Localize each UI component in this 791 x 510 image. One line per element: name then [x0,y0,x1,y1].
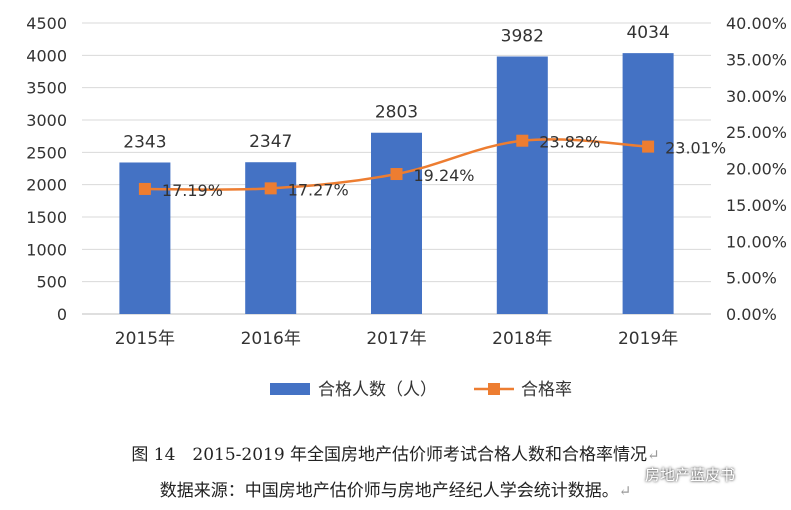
bar-data-label: 2803 [375,103,418,123]
y-right-tick-label: 20.00% [726,160,787,179]
y-left-tick-label: 3000 [26,111,67,130]
y-right-tick-label: 35.00% [726,50,787,69]
y-left-tick-label: 4500 [26,14,67,33]
legend-bar-label: 合格人数（人） [318,380,437,400]
x-tick-label: 2019年 [618,329,678,349]
combo-chart: 0 500 1000 1500 2000 2500 3000 3500 4000 4500 0.00… [26,14,787,400]
rate-marker [264,182,277,195]
y-left-tick-label: 1000 [26,240,67,259]
bar-data-label: 4034 [626,23,669,43]
legend-line-label: 合格率 [521,380,572,400]
bar-data-label: 2343 [123,132,166,152]
bar [371,132,422,314]
x-tick-label: 2015年 [115,329,175,349]
y-left-tick-label: 500 [36,273,67,292]
rate-marker [642,140,655,153]
figure-source: 数据来源：中国房地产估价师与房地产经纪人学会统计数据。↵ [0,476,791,501]
legend-line-marker [488,383,500,395]
bar [496,56,548,314]
y-left-tick-label: 2500 [26,143,67,162]
legend-bar-swatch [270,383,310,395]
y-right-tick-label: 5.00% [726,269,777,288]
rate-data-label: 17.27% [288,180,349,199]
rate-marker [138,182,151,195]
caption-source: 数据来源：中国房地产估价师与房地产经纪人学会统计数据。 [159,481,619,501]
y-left-tick-label: 1500 [26,208,67,227]
watermark-text: 房地产蓝皮书 [645,466,736,484]
caption-title: 图 14 2015-2019 年全国房地产估价师考试合格人数和合格率情况 [131,445,648,465]
bar [622,53,674,314]
y-right-tick-label: 25.00% [726,123,787,142]
paragraph-mark: ↵ [647,446,660,464]
bar-data-label: 3982 [501,26,544,46]
rate-marker [390,168,403,181]
x-tick-label: 2018年 [492,329,552,349]
y-left-tick-label: 0 [57,305,67,324]
y-left-tick-label: 4000 [26,46,67,65]
y-right-tick-label: 15.00% [726,196,787,215]
wechat-icon [618,466,640,483]
rate-data-label: 23.82% [539,133,600,152]
rate-data-label: 19.24% [414,166,475,185]
rate-marker [516,134,529,147]
y-left-tick-label: 2000 [26,176,67,195]
rate-data-label: 17.19% [162,181,223,200]
rate-data-label: 23.01% [665,139,726,158]
bar-data-label: 2347 [249,132,292,152]
y-right-tick-label: 10.00% [726,232,787,251]
y-right-tick-label: 30.00% [726,87,787,106]
y-right-tick-label: 40.00% [726,14,787,33]
y-right-tick-label: 0.00% [726,305,777,324]
figure-caption: 图 14 2015-2019 年全国房地产估价师考试合格人数和合格率情况↵ [0,440,791,465]
watermark: 房地产蓝皮书 [618,464,735,485]
y-left-tick-label: 3500 [26,79,67,98]
x-tick-label: 2016年 [241,329,301,349]
paragraph-mark: ↵ [618,482,632,500]
x-tick-label: 2017年 [366,329,426,349]
